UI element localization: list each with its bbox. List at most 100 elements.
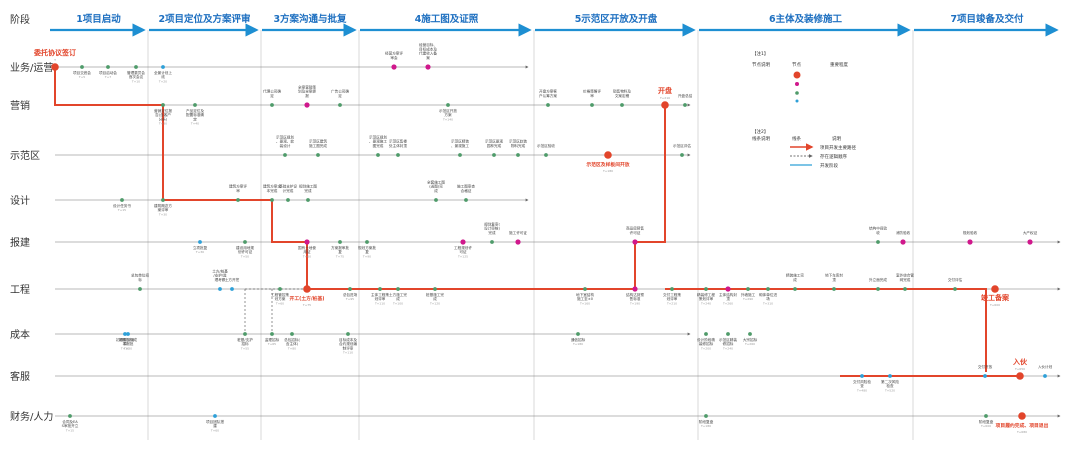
node-label-line: 查 <box>860 383 864 388</box>
node-marker <box>793 287 797 291</box>
node-label-line: 地下车库封 <box>825 273 843 278</box>
node-label-line: 划许可证 <box>238 249 253 254</box>
node-n43: 规划复审(设计审核)完成 <box>484 221 500 244</box>
node-marker <box>464 198 468 202</box>
node-sub: T+140 <box>442 117 453 121</box>
node-marker <box>376 153 380 157</box>
node-sub: T+55 <box>240 346 249 350</box>
node-label-line: 示范区验收 <box>537 143 555 148</box>
node-label-line: 建筑概念方 <box>154 203 172 208</box>
node-n85: 入伙T+650 <box>1012 358 1028 380</box>
node-label-line: 经营方案评 <box>385 51 403 56</box>
node-sub: T+90 <box>362 254 371 258</box>
node-label-line: 经营目标、 <box>419 42 437 47</box>
node-label-line: 施工至±0 <box>577 296 594 301</box>
node-marker <box>123 332 127 336</box>
node-marker <box>68 414 72 418</box>
node-sub: T+180 <box>602 169 613 173</box>
node-sub: T+80 <box>287 346 296 350</box>
node-label-line: 成 <box>433 296 437 301</box>
node-label-line: 大宗招标 <box>743 337 758 342</box>
legend-node-major <box>795 82 799 86</box>
node-n86: 入伙计划 <box>1038 364 1053 378</box>
node-label-line: 定 <box>338 93 342 98</box>
node-marker <box>304 239 310 245</box>
node-label-line: 项目交底会 <box>73 70 91 75</box>
node-label-line: 交付评估 <box>948 277 963 282</box>
legend-node-minor <box>795 99 799 103</box>
node-marker <box>120 198 124 202</box>
node-label-line: 外墙施工 <box>741 292 756 297</box>
node-n53: 土方开挖 <box>225 277 240 291</box>
node-n47: 消防验收 <box>896 230 911 245</box>
node-label-line: 定 <box>193 116 197 121</box>
node-label-line: S审批开立 <box>62 423 79 428</box>
node-label-line: 施工图完成 <box>309 143 327 148</box>
node-label-line: 用证 <box>303 249 311 254</box>
node-marker <box>460 239 466 245</box>
node-label-line: 总包招标( <box>284 337 300 342</box>
node-label-line: 示范区规划 <box>276 134 294 139</box>
node-label-line: 精装施工完 <box>786 273 804 278</box>
node-label-line: 示范区开放 <box>439 108 457 113</box>
node-label: 委托协议签订 <box>33 48 76 57</box>
node-sub: T+30 <box>158 122 167 126</box>
node-marker <box>620 103 624 107</box>
node-sub: T+180 <box>700 424 711 428</box>
node-marker <box>230 287 234 291</box>
node-marker <box>161 103 165 107</box>
node-label-line: 户认筹方案 <box>539 93 557 98</box>
node-label-line: 理考察 <box>215 277 226 282</box>
legend-note1: 【注1】 <box>752 50 768 57</box>
node-label-line: 规划施工图 <box>299 184 317 189</box>
node-label-line: 第二次风险 <box>881 379 899 384</box>
node-label: 示范区及样板间开放 <box>586 161 629 168</box>
node-marker <box>860 374 864 378</box>
node-label-line: 主体结构封 <box>719 292 737 297</box>
node-label-line: 项目启动会 <box>99 70 117 75</box>
node-label-line: 全案营销策 <box>298 84 316 89</box>
node-marker <box>138 287 142 291</box>
node-marker <box>338 103 342 107</box>
node-marker <box>726 332 730 336</box>
node-label-line: 施工图审查 <box>457 184 475 189</box>
node-marker <box>286 198 290 202</box>
node-label-line: 开盘方案客 <box>539 89 557 94</box>
node-label-line: 策划评审 <box>699 296 714 301</box>
node-label-line: 全套施工图 <box>427 179 445 184</box>
phase-label-6: 6主体及装修施工 <box>769 13 843 25</box>
node-label-line: 方案报审批 <box>331 245 349 250</box>
node-marker <box>1043 374 1047 378</box>
node-marker <box>604 151 612 159</box>
node-label-line: 砌体单位进 <box>759 292 777 297</box>
node-label-line: 场 <box>766 296 770 301</box>
node-marker <box>953 287 957 291</box>
node-label-line: 地下室结构 <box>576 292 594 297</box>
lane-label-6: 工程 <box>10 284 30 296</box>
node-sub: T+120 <box>429 301 440 305</box>
node-sub: T+40 <box>190 122 199 126</box>
node-label-line: 总包单位招 <box>131 273 149 278</box>
